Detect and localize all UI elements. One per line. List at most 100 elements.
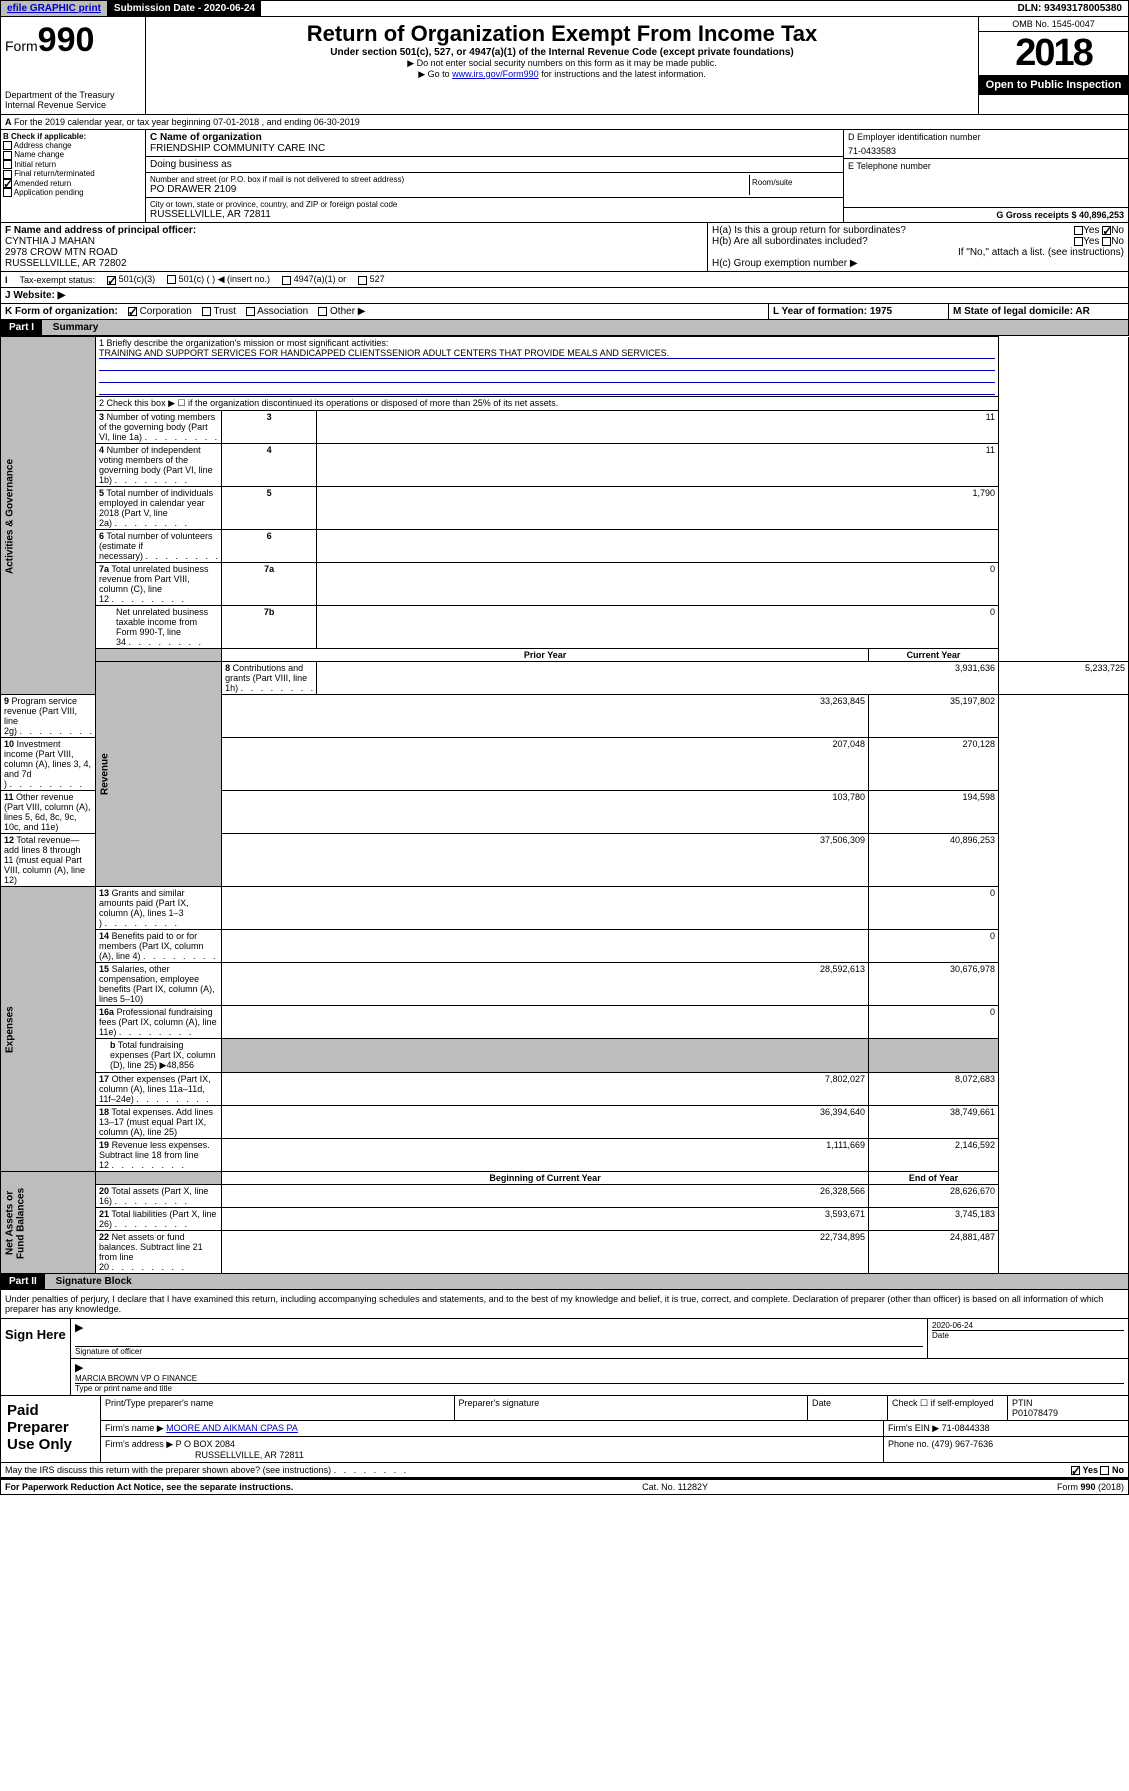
h-a-yes[interactable]: Yes No bbox=[1074, 225, 1124, 236]
opt-501c[interactable]: 501(c) ( ) ◀ (insert no.) bbox=[167, 274, 270, 285]
line20-end: 28,626,670 bbox=[869, 1185, 999, 1208]
firm-addr2: RUSSELLVILLE, AR 72811 bbox=[105, 1450, 304, 1460]
entity-info-grid: B Check if applicable: Address change Na… bbox=[0, 130, 1129, 223]
line16a-curr: 0 bbox=[869, 1006, 999, 1039]
opt-501c3[interactable]: 501(c)(3) bbox=[107, 274, 155, 284]
line21-end: 3,745,183 bbox=[869, 1208, 999, 1231]
state-domicile: M State of legal domicile: AR bbox=[953, 306, 1090, 317]
line9-curr: 35,197,802 bbox=[869, 695, 999, 738]
signature-block: Under penalties of perjury, I declare th… bbox=[0, 1290, 1129, 1396]
check-address[interactable]: Address change bbox=[3, 141, 143, 150]
part1-title: Summary bbox=[45, 320, 107, 335]
opt-527[interactable]: 527 bbox=[358, 274, 385, 284]
print-name-label: Type or print name and title bbox=[75, 1383, 1124, 1393]
sig-date-label: Date bbox=[932, 1330, 1124, 1340]
cat-no: Cat. No. 11282Y bbox=[642, 1482, 708, 1492]
line20-beg: 26,328,566 bbox=[222, 1185, 869, 1208]
opt-other[interactable]: Other ▶ bbox=[318, 306, 365, 317]
gross-receipts: G Gross receipts $ 40,896,253 bbox=[996, 210, 1124, 220]
opt-corp[interactable]: Corporation bbox=[128, 306, 192, 317]
efile-link[interactable]: efile GRAPHIC print bbox=[1, 1, 108, 16]
org-name: FRIENDSHIP COMMUNITY CARE INC bbox=[150, 143, 839, 154]
line17-curr: 8,072,683 bbox=[869, 1073, 999, 1106]
line13-curr: 0 bbox=[869, 887, 999, 930]
box-c: C Name of organization FRIENDSHIP COMMUN… bbox=[146, 130, 843, 222]
firm-name-label: Firm's name ▶ bbox=[105, 1423, 164, 1433]
prep-name-hdr: Print/Type preparer's name bbox=[101, 1396, 455, 1420]
h-b-text: H(b) Are all subordinates included? bbox=[712, 236, 1074, 247]
check-initial[interactable]: Initial return bbox=[3, 160, 143, 169]
line1-label: 1 Briefly describe the organization's mi… bbox=[99, 338, 995, 348]
line19-prior: 1,111,669 bbox=[222, 1139, 869, 1172]
addr-label: Number and street (or P.O. box if mail i… bbox=[150, 175, 749, 184]
line19-desc: Revenue less expenses. Subtract line 18 … bbox=[99, 1140, 210, 1170]
firm-phone: Phone no. (479) 967-7636 bbox=[884, 1437, 1128, 1462]
year-formation: L Year of formation: 1975 bbox=[773, 306, 892, 317]
box-h: H(a) Is this a group return for subordin… bbox=[708, 223, 1128, 271]
line12-desc: Total revenue—add lines 8 through 11 (mu… bbox=[4, 835, 85, 885]
line18-curr: 38,749,661 bbox=[869, 1106, 999, 1139]
line7b-desc: Net unrelated business taxable income fr… bbox=[116, 607, 208, 647]
check-name[interactable]: Name change bbox=[3, 150, 143, 159]
discuss-yes-no[interactable]: Yes No bbox=[1071, 1465, 1124, 1475]
self-employed-check[interactable]: Check ☐ if self-employed bbox=[888, 1396, 1008, 1420]
beg-year-hdr: Beginning of Current Year bbox=[222, 1172, 869, 1185]
line7a-desc: Total unrelated business revenue from Pa… bbox=[99, 564, 208, 604]
row-i: I Tax-exempt status: 501(c)(3) 501(c) ( … bbox=[0, 272, 1129, 288]
mission-text: TRAINING AND SUPPORT SERVICES FOR HANDIC… bbox=[99, 348, 995, 359]
officer-label: F Name and address of principal officer: bbox=[5, 225, 196, 236]
prior-year-hdr: Prior Year bbox=[222, 649, 869, 662]
org-name-label: C Name of organization bbox=[150, 132, 839, 143]
line6-desc: Total number of volunteers (estimate if … bbox=[99, 531, 218, 561]
form-header: Form990 Department of the Treasury Inter… bbox=[0, 17, 1129, 115]
line8-curr: 5,233,725 bbox=[999, 662, 1129, 695]
officer-addr1: 2978 CROW MTN ROAD bbox=[5, 247, 118, 258]
part1-badge: Part I bbox=[1, 320, 42, 335]
ein-label: D Employer identification number bbox=[848, 132, 1124, 142]
h-b-yes[interactable]: Yes No bbox=[1074, 236, 1124, 247]
ptin-value: P01078479 bbox=[1012, 1408, 1058, 1418]
addr-value: PO DRAWER 2109 bbox=[150, 184, 749, 195]
line16b-desc: Total fundraising expenses (Part IX, col… bbox=[110, 1040, 216, 1070]
opt-assoc[interactable]: Association bbox=[246, 306, 308, 317]
discuss-text: May the IRS discuss this return with the… bbox=[5, 1465, 331, 1475]
line22-desc: Net assets or fund balances. Subtract li… bbox=[99, 1232, 203, 1272]
officer-addr2: RUSSELLVILLE, AR 72802 bbox=[5, 258, 127, 269]
side-governance: Activities & Governance bbox=[1, 337, 96, 695]
current-year-hdr: Current Year bbox=[869, 649, 999, 662]
ein-value: 71-0433583 bbox=[848, 146, 1124, 156]
line21-beg: 3,593,671 bbox=[222, 1208, 869, 1231]
h-a-text: H(a) Is this a group return for subordin… bbox=[712, 225, 1074, 236]
line19-curr: 2,146,592 bbox=[869, 1139, 999, 1172]
sign-here-label: Sign Here bbox=[1, 1319, 71, 1395]
tax-exempt-label: Tax-exempt status: bbox=[20, 275, 96, 285]
check-app-pending[interactable]: Application pending bbox=[3, 188, 143, 197]
sig-officer-label: Signature of officer bbox=[75, 1346, 923, 1356]
opt-4947[interactable]: 4947(a)(1) or bbox=[282, 274, 346, 284]
dba-label: Doing business as bbox=[150, 159, 232, 170]
form-subtitle: Under section 501(c), 527, or 4947(a)(1)… bbox=[150, 47, 974, 58]
note2-post: for instructions and the latest informat… bbox=[539, 69, 706, 79]
check-final[interactable]: Final return/terminated bbox=[3, 169, 143, 178]
line17-prior: 7,802,027 bbox=[222, 1073, 869, 1106]
phone-label: E Telephone number bbox=[848, 161, 1124, 171]
part1-header: Part I Summary bbox=[0, 320, 1129, 336]
h-note: If "No," attach a list. (see instruction… bbox=[712, 247, 1124, 258]
ptin-label: PTIN bbox=[1012, 1398, 1033, 1408]
line9-prior: 33,263,845 bbox=[222, 695, 869, 738]
opt-trust[interactable]: Trust bbox=[202, 306, 236, 317]
firm-name-link[interactable]: MOORE AND AIKMAN CPAS PA bbox=[166, 1423, 298, 1433]
box-b: B Check if applicable: Address change Na… bbox=[1, 130, 146, 222]
line16a-prior bbox=[222, 1006, 869, 1039]
line8-desc: Contributions and grants (Part VIII, lin… bbox=[225, 663, 313, 693]
line18-prior: 36,394,640 bbox=[222, 1106, 869, 1139]
part2-title: Signature Block bbox=[48, 1274, 140, 1289]
check-amended[interactable]: Amended return bbox=[3, 179, 143, 188]
line12-prior: 37,506,309 bbox=[222, 834, 869, 887]
irs-link[interactable]: www.irs.gov/Form990 bbox=[452, 69, 539, 79]
officer-name: CYNTHIA J MAHAN bbox=[5, 236, 95, 247]
row-f-h: F Name and address of principal officer:… bbox=[0, 223, 1129, 272]
period-row-a: A For the 2019 calendar year, or tax yea… bbox=[0, 115, 1129, 130]
top-bar: efile GRAPHIC print Submission Date - 20… bbox=[0, 0, 1129, 17]
form-note1: ▶ Do not enter social security numbers o… bbox=[150, 58, 974, 69]
